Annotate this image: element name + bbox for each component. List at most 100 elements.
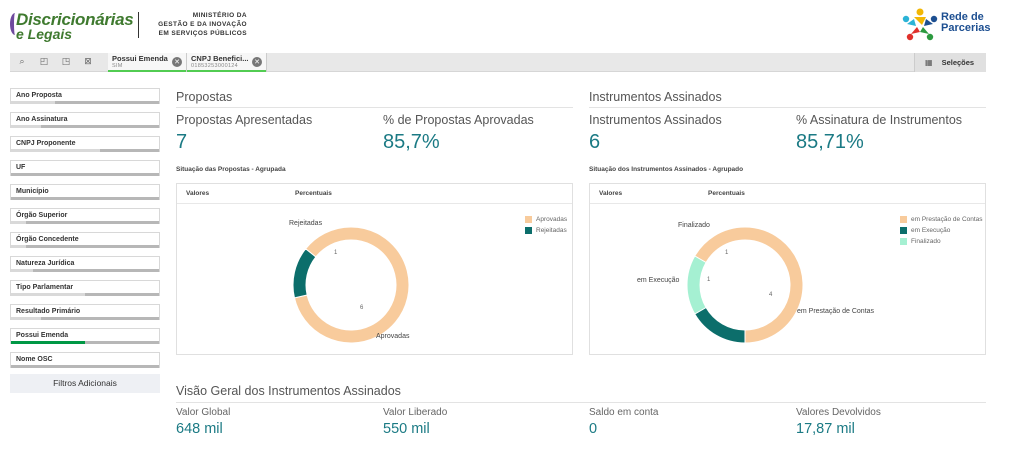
slice-value-rejeitadas: 1 — [334, 250, 338, 256]
selection-chip-name: CNPJ Benefici... — [191, 54, 249, 63]
brand-line1: Discricionárias — [16, 10, 134, 29]
propostas-title: Propostas — [176, 90, 233, 104]
donut-slice-rejeitadas[interactable] — [292, 248, 317, 299]
filter-state-fill — [11, 149, 100, 152]
selection-chip-possui-emenda[interactable]: Possui Emenda SIM ✕ — [108, 53, 187, 72]
partner-logo[interactable]: Rede de Parcerias — [902, 7, 1012, 41]
filter-state-track — [11, 221, 159, 224]
instrumentos-chart-panel: Valores Percentuais em Prestação de Cont… — [589, 183, 986, 355]
filter-listbox[interactable]: Possui Emenda — [10, 328, 160, 344]
partner-line2: Parcerias — [941, 22, 991, 34]
filter-listbox[interactable]: Município — [10, 184, 160, 200]
selection-chip-cnpj[interactable]: CNPJ Benefici... 01853253000124 ✕ — [187, 53, 267, 72]
step-forward-icon[interactable]: ◳ — [61, 57, 71, 67]
selections-button-label: Seleções — [941, 58, 975, 67]
instrumentos-legend: em Prestação de Contas em Execução Finaliz… — [900, 214, 983, 247]
filter-label: Ano Assinatura — [16, 116, 68, 123]
instrumentos-kpi2-label: % Assinatura de Instrumentos — [796, 113, 963, 127]
ministry-line3: EM SERVIÇOS PÚBLICOS — [158, 30, 247, 37]
filter-label: Tipo Parlamentar — [16, 284, 74, 291]
propostas-donut-chart[interactable] — [177, 205, 574, 355]
filter-listbox[interactable]: Nome OSC — [10, 352, 160, 368]
filter-state-track — [11, 317, 159, 320]
selection-chip-name: Possui Emenda — [112, 54, 168, 63]
filter-state-track — [11, 101, 159, 104]
overview-value-valor-liberado: 550 mil — [383, 421, 430, 437]
overview-value-valores-devolvidos: 17,87 mil — [796, 421, 855, 437]
slice-value-em-execucao: 1 — [707, 277, 711, 283]
filter-label: Natureza Jurídica — [16, 260, 75, 267]
chart-tabs: Valores Percentuais — [177, 184, 572, 204]
brand-logo[interactable]: Discricionárias e Legais — [10, 10, 134, 42]
filter-sidebar: Ano Proposta Ano Assinatura CNPJ Proponent… — [10, 88, 160, 376]
filter-listbox[interactable]: Resultado Primário — [10, 304, 160, 320]
selections-toolbar: ⌕ ◰ ◳ ⊠ Possui Emenda SIM ✕ CNPJ Benefic… — [10, 53, 986, 72]
selection-chip-value: 01853253000124 — [191, 63, 239, 69]
search-icon[interactable]: ⌕ — [19, 57, 25, 67]
tab-valores[interactable]: Valores — [186, 190, 210, 197]
filter-state-track — [11, 365, 159, 368]
filter-listbox[interactable]: Ano Assinatura — [10, 112, 160, 128]
instrumentos-donut-chart[interactable] — [590, 205, 987, 355]
filter-state-fill — [11, 221, 26, 224]
filter-state-fill — [11, 317, 41, 320]
toolbar-actions: ⌕ ◰ ◳ ⊠ — [15, 56, 95, 68]
filter-listbox[interactable]: CNPJ Proponente — [10, 136, 160, 152]
slice-value-finalizado: 1 — [725, 250, 729, 256]
legend-label: Rejeitadas — [536, 227, 567, 234]
ministry-logo: MINISTÉRIO DA GESTÃO E DA INOVAÇÃO EM SE… — [155, 11, 247, 38]
propostas-chart-title: Situação das Propostas - Agrupada — [176, 166, 286, 173]
selections-button[interactable]: ▦ Seleções — [914, 53, 986, 72]
donut-slice-aprovadas[interactable] — [293, 226, 410, 344]
tab-percentuais[interactable]: Percentuais — [295, 190, 332, 197]
legend-item[interactable]: em Prestação de Contas — [900, 214, 983, 225]
filter-label: Possui Emenda — [16, 332, 69, 339]
filter-label: Ano Proposta — [16, 92, 62, 99]
slice-label-rejeitadas: Rejeitadas — [289, 220, 323, 227]
legend-swatch — [900, 238, 907, 245]
slice-label-em-prestacao: em Prestação de Contas — [797, 308, 875, 315]
filter-label: CNPJ Proponente — [16, 140, 76, 147]
filter-listbox[interactable]: Órgão Concedente — [10, 232, 160, 248]
donut-slice-em-presta-o-de-contas[interactable] — [694, 226, 804, 344]
chart-tabs: Valores Percentuais — [590, 184, 985, 204]
selection-chip-value: SIM — [112, 63, 123, 69]
legend-swatch — [900, 216, 907, 223]
filter-listbox[interactable]: Tipo Parlamentar — [10, 280, 160, 296]
additional-filters-button[interactable]: Filtros Adicionais — [10, 374, 160, 393]
instrumentos-kpi2-value: 85,71% — [796, 131, 864, 153]
filter-label: UF — [16, 164, 26, 171]
instrumentos-kpi1-label: Instrumentos Assinados — [589, 113, 722, 127]
slice-value-em-prestacao: 4 — [769, 292, 773, 298]
legend-item[interactable]: em Execução — [900, 225, 983, 236]
ministry-line2: GESTÃO E DA INOVAÇÃO — [158, 21, 247, 28]
donut-slice-finalizado[interactable] — [686, 255, 707, 315]
close-icon[interactable]: ✕ — [172, 57, 182, 67]
tab-valores[interactable]: Valores — [599, 190, 623, 197]
propostas-kpi1-label: Propostas Apresentadas — [176, 113, 313, 127]
filter-state-track — [11, 245, 159, 248]
legend-label: Aprovadas — [536, 216, 568, 223]
filter-listbox[interactable]: Natureza Jurídica — [10, 256, 160, 272]
legend-item[interactable]: Finalizado — [900, 236, 983, 247]
selections-grid-icon: ▦ — [925, 58, 933, 67]
filter-state-fill — [11, 269, 34, 272]
clear-selections-icon[interactable]: ⊠ — [84, 57, 92, 67]
close-icon[interactable]: ✕ — [252, 57, 262, 67]
slice-label-aprovadas: Aprovadas — [376, 333, 410, 340]
instrumentos-kpi1-value: 6 — [589, 131, 601, 153]
step-back-icon[interactable]: ◰ — [39, 57, 49, 67]
filter-label: Resultado Primário — [16, 308, 81, 315]
filter-listbox[interactable]: Órgão Superior — [10, 208, 160, 224]
legend-item[interactable]: Rejeitadas — [525, 225, 567, 236]
overview-divider — [176, 402, 986, 403]
donut-slice-em-execu-o[interactable] — [694, 306, 746, 344]
filter-listbox[interactable]: Ano Proposta — [10, 88, 160, 104]
propostas-divider — [176, 107, 573, 108]
partner-line1: Rede de — [941, 11, 984, 23]
legend-item[interactable]: Aprovadas — [525, 214, 567, 225]
selection-indicator — [187, 70, 266, 72]
tab-percentuais[interactable]: Percentuais — [708, 190, 745, 197]
propostas-chart-panel: Valores Percentuais Aprovadas Rejeitadas … — [176, 183, 573, 355]
filter-listbox[interactable]: UF — [10, 160, 160, 176]
